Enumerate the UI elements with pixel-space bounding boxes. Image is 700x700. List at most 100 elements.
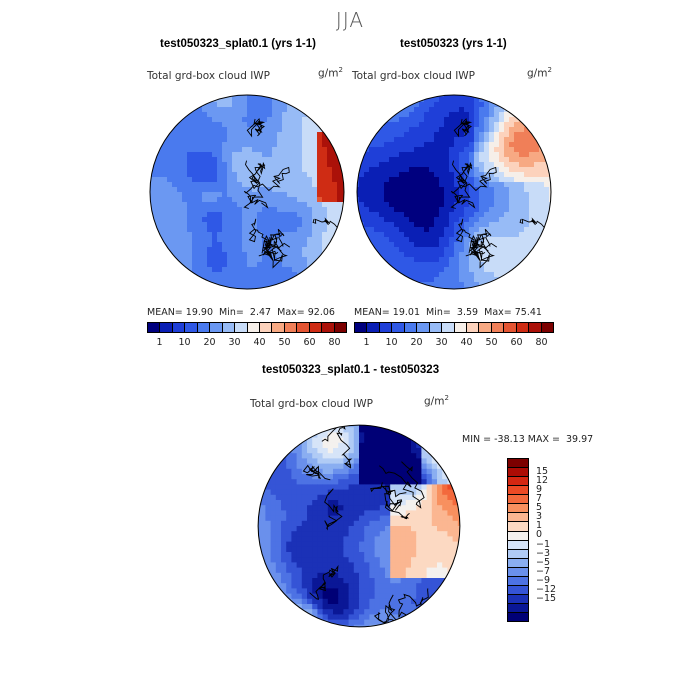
mean-label: MEAN= [354, 307, 390, 318]
colorbar-swatch [235, 323, 248, 332]
colorbar-tick-label: −5 [536, 556, 551, 568]
colorbar-swatch [508, 495, 528, 505]
max-caps-label: MAX = [527, 434, 560, 445]
colorbar-swatch [508, 486, 528, 496]
colorbar-swatch [355, 323, 368, 332]
colorbar-swatch [272, 323, 285, 332]
diff-max: 39.97 [566, 434, 594, 445]
panel2-min: 3.59 [456, 307, 479, 318]
panel1-min: 2.47 [249, 307, 272, 318]
colorbar-tick-label: 20 [203, 337, 216, 348]
colorbar-tick-label: 0 [536, 529, 543, 541]
colorbar-swatch [508, 459, 528, 469]
max-label: Max= [484, 307, 512, 318]
colorbar-swatch [508, 531, 528, 541]
colorbar-swatch [508, 477, 528, 487]
colorbar-tick-label: 30 [435, 337, 448, 348]
colorbar-swatch [404, 323, 418, 332]
panel1-colorbar-ticks: 1 10 20 30 40 50 60 80 [147, 337, 347, 351]
colorbar-swatch [491, 323, 505, 332]
colorbar-tick-label: 7 [536, 493, 543, 504]
colorbar-swatch [185, 323, 198, 332]
colorbar-swatch [417, 323, 430, 332]
diff-min-max: MIN = -38.13 MAX = 39.97 [462, 434, 593, 445]
colorbar-swatch [379, 323, 393, 332]
colorbar-swatch [508, 522, 528, 532]
panel1-variable: Total grd-box cloud IWP [147, 70, 271, 82]
colorbar-swatch [247, 323, 260, 332]
diff-min: -38.13 [494, 434, 525, 445]
colorbar-tick-label: 1 [156, 337, 163, 348]
panel2-max: 75.41 [514, 307, 542, 318]
colorbar-swatch [334, 323, 346, 332]
colorbar-swatch [508, 468, 528, 478]
colorbar-tick-label: −3 [536, 547, 551, 559]
colorbar-swatch [222, 323, 236, 332]
colorbar-tick-label: −15 [536, 593, 557, 605]
max-label: Max= [277, 307, 305, 318]
colorbar-swatch [197, 323, 211, 332]
colorbar-swatch [508, 549, 528, 559]
diff-unit: g/m2 [424, 394, 449, 408]
colorbar-swatch [508, 513, 528, 523]
colorbar-swatch [148, 323, 161, 332]
diff-title: test050323_splat0.1 - test050323 [262, 364, 440, 376]
min-caps-label: MIN = [462, 434, 492, 445]
colorbar-swatch [429, 323, 443, 332]
colorbar-swatch [160, 323, 173, 332]
colorbar-swatch [367, 323, 380, 332]
colorbar-swatch [442, 323, 455, 332]
diff-colorbar [507, 458, 529, 622]
panel1-mean: 19.90 [185, 307, 213, 318]
panel2-title: test050323 (yrs 1-1) [400, 38, 507, 50]
colorbar-swatch [508, 613, 528, 622]
colorbar-tick-label: 30 [228, 337, 241, 348]
colorbar-swatch [508, 604, 528, 614]
mean-label: MEAN= [147, 307, 183, 318]
colorbar-swatch [284, 323, 298, 332]
panel2-unit: g/m2 [527, 66, 552, 80]
colorbar-swatch [508, 576, 528, 586]
colorbar-tick-label: 40 [460, 337, 473, 348]
colorbar-tick-label: 50 [485, 337, 498, 348]
colorbar-swatch [259, 323, 273, 332]
colorbar-swatch [508, 567, 528, 577]
colorbar-tick-label: 3 [536, 511, 543, 523]
diff-colorbar-ticks: 15 12 9 7 5 3 1 0 −1 −3 −5 −7 −9 −12 −15 [536, 458, 576, 622]
colorbar-swatch [508, 540, 528, 550]
colorbar-swatch [454, 323, 467, 332]
colorbar-tick-label: −1 [536, 538, 551, 550]
min-label: Min= [426, 307, 451, 318]
diff-polar-map [257, 424, 461, 628]
colorbar-swatch [309, 323, 323, 332]
colorbar-tick-label: −12 [536, 584, 557, 596]
colorbar-swatch [297, 323, 310, 332]
panel2-colorbar [354, 322, 554, 333]
colorbar-swatch [322, 323, 335, 332]
colorbar-swatch [541, 323, 553, 332]
min-label: Min= [219, 307, 244, 318]
panel1-stats: MEAN= 19.90 Min= 2.47 Max= 92.06 [147, 307, 335, 318]
colorbar-swatch [466, 323, 480, 332]
colorbar-tick-label: 12 [536, 474, 549, 486]
panel1-polar-map [149, 94, 345, 290]
colorbar-swatch [516, 323, 530, 332]
panel2-colorbar-ticks: 1 10 20 30 40 50 60 80 [354, 337, 554, 351]
season-title: JJA [335, 8, 365, 32]
colorbar-tick-label: −9 [536, 575, 551, 586]
colorbar-tick-label: 10 [385, 337, 398, 348]
colorbar-tick-label: 10 [178, 337, 191, 348]
colorbar-tick-label: 15 [536, 465, 549, 477]
colorbar-swatch [508, 504, 528, 514]
colorbar-tick-label: −7 [536, 565, 551, 577]
panel2-polar-map [356, 94, 552, 290]
panel1-title: test050323_splat0.1 (yrs 1-1) [160, 38, 316, 50]
colorbar-swatch [392, 323, 405, 332]
panel2-variable: Total grd-box cloud IWP [352, 70, 476, 82]
colorbar-swatch [479, 323, 492, 332]
colorbar-swatch [172, 323, 186, 332]
colorbar-tick-label: 1 [536, 520, 543, 532]
colorbar-swatch [210, 323, 223, 332]
panel1-unit: g/m2 [318, 66, 343, 80]
colorbar-swatch [504, 323, 517, 332]
